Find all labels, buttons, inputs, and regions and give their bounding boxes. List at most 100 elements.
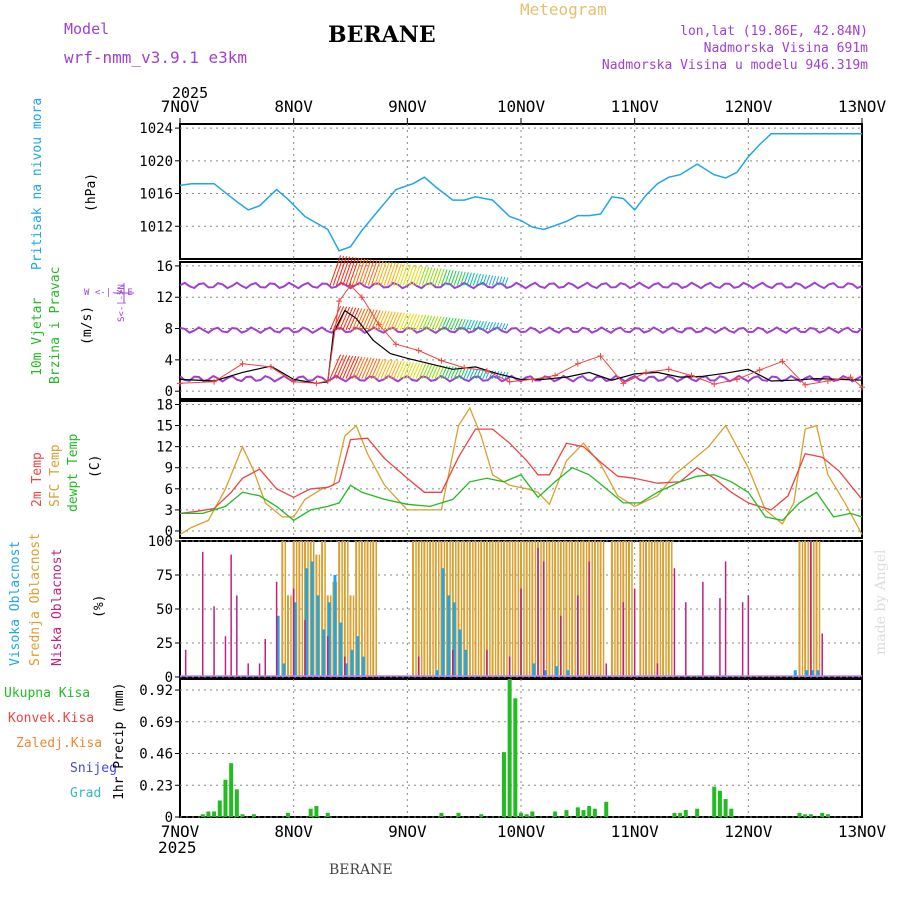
gust-marker — [643, 369, 650, 376]
precip-bar — [683, 810, 688, 817]
wind-arrow — [495, 371, 500, 379]
gust-marker — [375, 321, 382, 328]
year-top: 2025 — [172, 84, 209, 102]
wind-arrow — [355, 258, 366, 286]
wind-arrow — [364, 259, 375, 286]
wind-ylabel: (m/s) — [80, 305, 95, 345]
wind-arrow — [447, 366, 454, 379]
wind-arrow — [370, 260, 381, 286]
gust-marker — [483, 367, 490, 374]
wind-arrow — [396, 263, 405, 286]
precip-bar — [797, 812, 802, 817]
wind-arrow — [399, 361, 408, 379]
wind-arrow — [466, 319, 472, 331]
wind-arrow — [405, 264, 415, 286]
altitude-text: Nadmorska Visina 691m — [703, 41, 868, 56]
wind-arrow — [469, 272, 475, 286]
wind-arrow — [367, 260, 378, 286]
wind-arrow — [386, 360, 396, 379]
gust-marker — [324, 377, 331, 384]
wind-arrow — [482, 321, 488, 331]
precip-bar — [217, 800, 222, 817]
wind-arrow — [453, 318, 460, 331]
wind-compass-h: W <-|-> E — [84, 288, 133, 298]
y-tick-label: 1012 — [139, 219, 173, 235]
gust-marker — [267, 363, 274, 370]
wind-arrow — [501, 323, 506, 331]
wind-arrow — [434, 316, 442, 331]
precip-bar — [285, 812, 290, 817]
wind-arrow — [418, 363, 427, 379]
wind-arrow — [498, 322, 503, 331]
wind-arrow — [479, 369, 485, 379]
wind-arrow — [495, 276, 500, 286]
precip-bar — [308, 808, 313, 817]
wind-arrow — [339, 355, 351, 379]
precip-bar — [672, 812, 677, 817]
wind-arrow — [399, 264, 408, 286]
wind-arrow — [390, 360, 399, 379]
precip-bar — [553, 811, 558, 817]
wind-arrow — [383, 262, 393, 286]
y-tick-label: 12 — [156, 440, 173, 456]
day-label-bottom: 9NOV — [388, 822, 427, 841]
wind-arrow — [351, 356, 363, 379]
wind-arrow — [469, 319, 475, 331]
gust-marker — [529, 376, 536, 383]
wind-arrow — [469, 368, 475, 379]
wind-arrow — [367, 309, 378, 331]
day-label-bottom: 12NOV — [724, 822, 773, 841]
precip-bar — [575, 807, 580, 817]
wind-arrow — [361, 259, 372, 286]
wind-arrow — [437, 268, 445, 286]
wind-arrow — [339, 256, 351, 286]
wind-arrow — [351, 258, 363, 286]
wind-arrow — [380, 261, 390, 286]
wind-arrow — [402, 264, 411, 286]
gust-marker — [461, 364, 468, 371]
wind-arrow — [485, 321, 491, 331]
gust-marker — [347, 282, 354, 289]
y-tick-label: 25 — [156, 636, 173, 652]
precip-bar — [234, 789, 239, 817]
wind-arrow — [428, 364, 436, 379]
y-tick-label: 0.69 — [139, 715, 173, 731]
wind-arrow — [383, 359, 393, 379]
model-altitude-text: Nadmorska Visina u modelu 946.319m — [601, 58, 868, 73]
wind-arrow — [409, 362, 418, 379]
precip-bar — [592, 808, 597, 817]
temp-sfc-title: SFC Temp — [48, 444, 63, 507]
wind-arrow — [479, 274, 485, 286]
temp-sfc-line — [179, 406, 863, 536]
precip-ylabel: 1hr Precip (mm) — [112, 682, 127, 800]
gust-marker — [438, 357, 445, 364]
wind-arrow — [329, 255, 342, 286]
wind-arrow — [498, 371, 503, 379]
precip-bar — [524, 814, 529, 817]
pressure-title: Pritisak na nivou mora — [30, 97, 45, 270]
gust-marker — [574, 360, 581, 367]
wind-arrow — [431, 268, 439, 286]
model-label: Model — [64, 20, 110, 38]
gust-marker — [336, 298, 343, 305]
wind-arrow — [377, 359, 387, 379]
wind-arrow — [355, 308, 366, 331]
wind-arrow — [345, 307, 357, 331]
precip-bar — [695, 808, 700, 817]
wind-arrow — [504, 277, 509, 286]
precip-bar — [723, 799, 728, 817]
precip-bar — [200, 814, 205, 817]
wind-arrow — [431, 364, 439, 379]
wind-arrow — [415, 363, 424, 379]
temp-ylabel: (C) — [88, 454, 103, 478]
wind-arrow — [377, 261, 387, 286]
wind-arrow — [412, 362, 421, 379]
wind-arrow — [374, 260, 384, 286]
wind-arrow — [491, 322, 497, 331]
day-label-bottom: 13NOV — [838, 822, 887, 841]
gust-marker — [779, 358, 786, 365]
precip-bar — [564, 810, 569, 817]
panel-frame — [179, 678, 863, 818]
wind-arrow — [402, 361, 411, 379]
wind-compass-v: S<-|->N — [117, 284, 127, 322]
